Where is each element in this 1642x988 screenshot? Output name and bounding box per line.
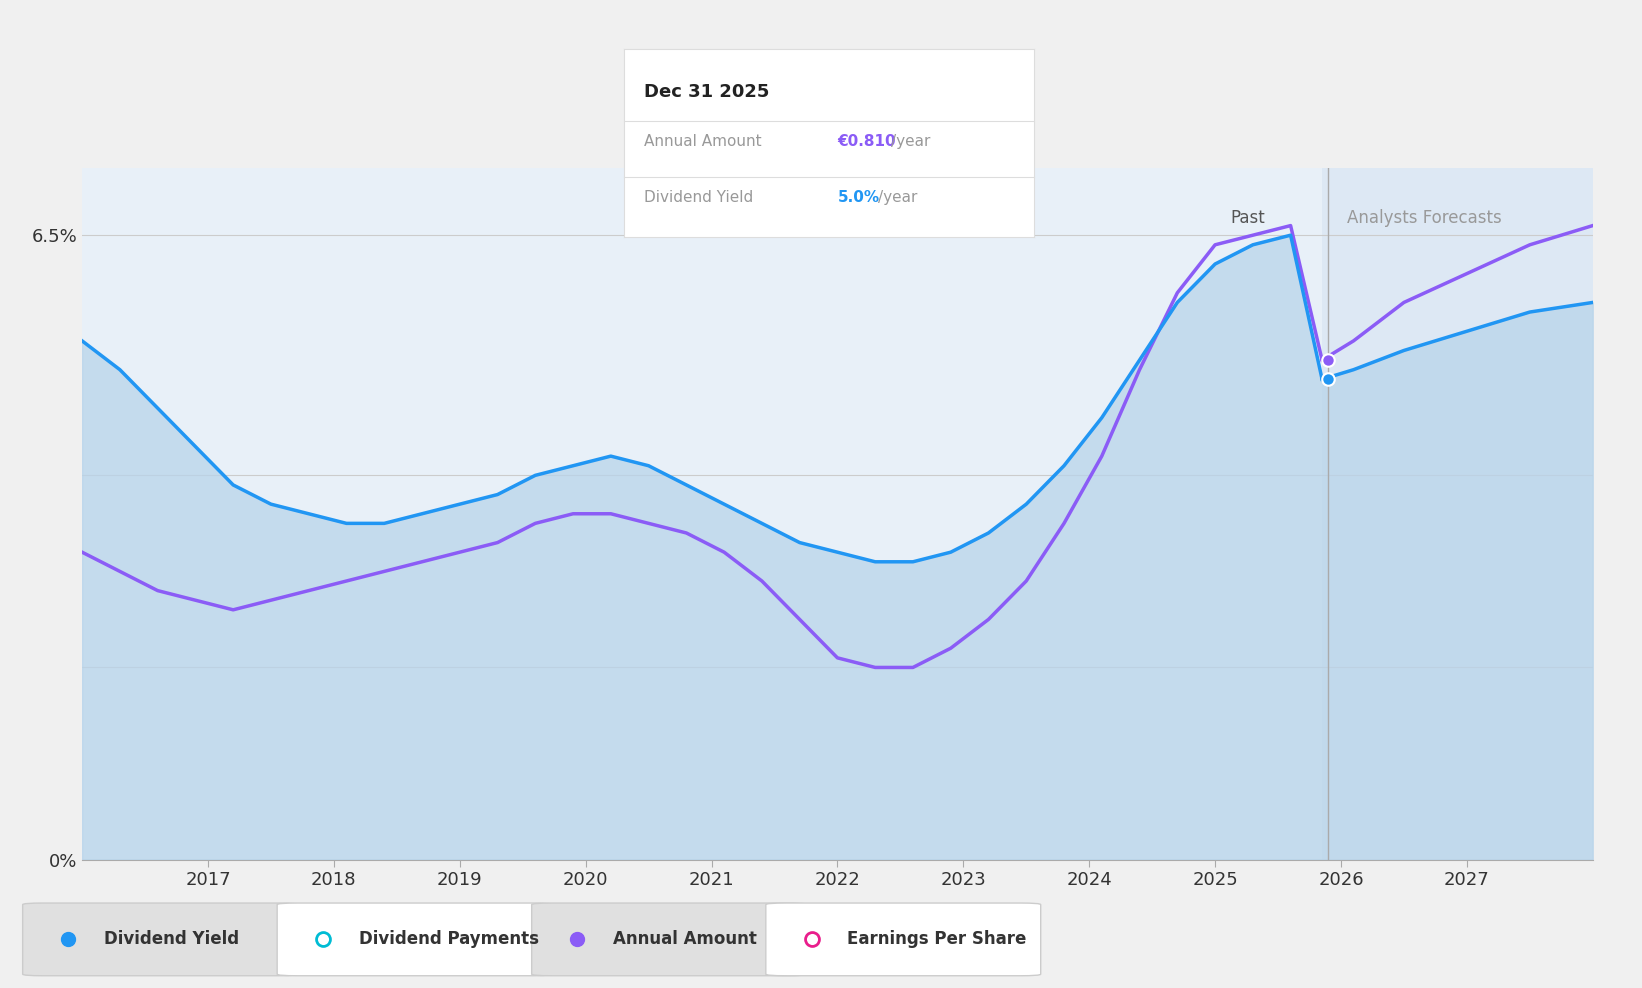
Bar [1322, 168, 1593, 860]
Text: Dividend Payments: Dividend Payments [358, 930, 539, 947]
FancyBboxPatch shape [532, 903, 806, 976]
Text: 5.0%: 5.0% [837, 191, 880, 206]
Text: Earnings Per Share: Earnings Per Share [847, 930, 1026, 947]
Text: /year: /year [878, 191, 918, 206]
Text: /year: /year [892, 134, 929, 149]
Text: Annual Amount: Annual Amount [645, 134, 762, 149]
Text: Dividend Yield: Dividend Yield [645, 191, 754, 206]
Text: €0.810: €0.810 [837, 134, 897, 149]
Text: Analysts Forecasts: Analysts Forecasts [1346, 209, 1502, 227]
Text: Dividend Yield: Dividend Yield [103, 930, 240, 947]
Text: Dec 31 2025: Dec 31 2025 [645, 83, 770, 101]
FancyBboxPatch shape [277, 903, 552, 976]
Text: Annual Amount: Annual Amount [612, 930, 757, 947]
FancyBboxPatch shape [765, 903, 1041, 976]
FancyBboxPatch shape [23, 903, 297, 976]
Text: Past: Past [1232, 209, 1266, 227]
